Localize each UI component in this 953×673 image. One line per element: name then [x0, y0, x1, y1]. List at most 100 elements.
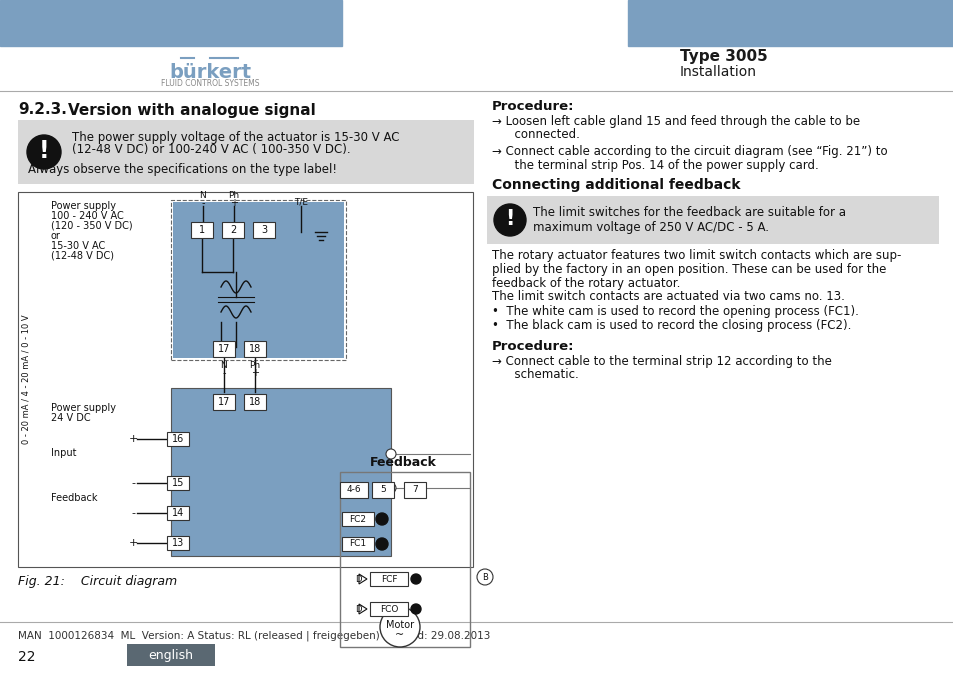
Text: Installation: Installation: [679, 65, 757, 79]
Circle shape: [411, 604, 420, 614]
Bar: [339, 472, 470, 647]
Text: 3: 3: [261, 225, 267, 235]
Bar: [341, 512, 374, 526]
Bar: [18, 120, 474, 184]
Text: or: or: [51, 231, 61, 241]
Text: FLUID CONTROL SYSTEMS: FLUID CONTROL SYSTEMS: [161, 79, 259, 89]
Text: feedback of the rotary actuator.: feedback of the rotary actuator.: [492, 277, 679, 289]
Text: 1: 1: [199, 225, 205, 235]
Text: Ph: Ph: [249, 361, 260, 371]
Bar: [167, 432, 189, 446]
Text: 18: 18: [249, 344, 261, 354]
Circle shape: [476, 569, 493, 585]
Text: Power supply: Power supply: [51, 201, 116, 211]
Text: 24 V DC: 24 V DC: [51, 413, 91, 423]
Bar: [244, 394, 266, 410]
Text: Motor: Motor: [386, 620, 414, 630]
Circle shape: [27, 135, 61, 169]
Text: FCF: FCF: [380, 575, 396, 583]
Bar: [191, 222, 213, 238]
Text: 17: 17: [217, 344, 230, 354]
Text: N: N: [220, 361, 227, 371]
Bar: [341, 537, 374, 551]
Text: D: D: [355, 604, 361, 614]
Text: 9.2.3.: 9.2.3.: [18, 102, 67, 118]
Text: 2: 2: [230, 225, 236, 235]
Circle shape: [375, 513, 388, 525]
Bar: [171, 200, 346, 360]
Text: Power supply: Power supply: [51, 403, 116, 413]
Text: D: D: [355, 575, 361, 583]
Text: (12-48 V DC): (12-48 V DC): [51, 251, 113, 261]
Circle shape: [386, 483, 395, 493]
Text: 15: 15: [172, 478, 184, 488]
Bar: [370, 602, 408, 616]
Text: FCO: FCO: [379, 604, 397, 614]
Text: 13: 13: [172, 538, 184, 548]
Bar: [253, 222, 274, 238]
Bar: [171, 388, 391, 556]
Text: N: N: [199, 192, 206, 201]
Text: 0 - 20 mA / 4 - 20 mA / 0 - 10 V: 0 - 20 mA / 4 - 20 mA / 0 - 10 V: [22, 315, 30, 444]
Bar: [167, 536, 189, 550]
Text: +: +: [230, 198, 237, 208]
Text: Input: Input: [51, 448, 76, 458]
Text: !: !: [39, 139, 50, 163]
Text: -: -: [131, 508, 135, 518]
Text: Fig. 21:    Circuit diagram: Fig. 21: Circuit diagram: [18, 575, 177, 588]
Text: 15-30 V AC: 15-30 V AC: [51, 241, 105, 251]
Text: Type 3005: Type 3005: [679, 48, 767, 63]
Text: The limit switch contacts are actuated via two cams no. 13.: The limit switch contacts are actuated v…: [492, 291, 844, 304]
Text: ~: ~: [395, 630, 404, 640]
Text: english: english: [149, 649, 193, 662]
Text: schematic.: schematic.: [492, 369, 578, 382]
Bar: [127, 644, 214, 666]
Text: bürkert: bürkert: [169, 63, 251, 81]
Text: -: -: [222, 368, 226, 378]
Text: 100 - 240 V AC: 100 - 240 V AC: [51, 211, 124, 221]
Text: (120 - 350 V DC): (120 - 350 V DC): [51, 221, 132, 231]
Bar: [486, 196, 938, 244]
Text: plied by the factory in an open position. These can be used for the: plied by the factory in an open position…: [492, 262, 885, 275]
Bar: [372, 482, 394, 498]
Text: B: B: [481, 573, 487, 581]
Text: 7: 7: [412, 485, 417, 495]
Text: Feedback: Feedback: [51, 493, 97, 503]
Bar: [244, 341, 266, 357]
Bar: [403, 482, 426, 498]
Text: Procedure:: Procedure:: [492, 100, 574, 114]
Text: → Connect cable to the terminal strip 12 according to the: → Connect cable to the terminal strip 12…: [492, 355, 831, 369]
Text: 17: 17: [217, 397, 230, 407]
Text: -: -: [131, 478, 135, 488]
Bar: [627, 0, 953, 46]
Text: FC1: FC1: [349, 540, 366, 548]
Text: Connecting additional feedback: Connecting additional feedback: [492, 178, 740, 192]
Text: !: !: [505, 209, 515, 229]
Circle shape: [375, 538, 388, 550]
Text: +: +: [251, 368, 258, 378]
Text: Version with analogue signal: Version with analogue signal: [68, 102, 315, 118]
Bar: [167, 506, 189, 520]
Text: -: -: [201, 198, 205, 208]
Circle shape: [494, 204, 525, 236]
Text: 18: 18: [249, 397, 261, 407]
Bar: [18, 192, 473, 567]
Text: Procedure:: Procedure:: [492, 341, 574, 353]
Text: •  The white cam is used to record the opening process (FC1).: • The white cam is used to record the op…: [492, 304, 858, 318]
Text: (12-48 V DC) or 100-240 V AC ( 100-350 V DC).: (12-48 V DC) or 100-240 V AC ( 100-350 V…: [71, 143, 351, 157]
Text: The rotary actuator features two limit switch contacts which are sup-: The rotary actuator features two limit s…: [492, 248, 901, 262]
Text: the terminal strip Pos. 14 of the power supply card.: the terminal strip Pos. 14 of the power …: [492, 159, 818, 172]
Bar: [339, 482, 368, 498]
Circle shape: [411, 574, 420, 584]
Text: maximum voltage of 250 V AC/DC - 5 A.: maximum voltage of 250 V AC/DC - 5 A.: [533, 221, 768, 234]
Text: +: +: [128, 538, 137, 548]
Bar: [0, 0, 341, 46]
Text: Feedback: Feedback: [369, 456, 436, 468]
Bar: [213, 341, 234, 357]
Text: Always observe the specifications on the type label!: Always observe the specifications on the…: [28, 162, 336, 176]
Text: MAN  1000126834  ML  Version: A Status: RL (released | freigegeben)  printed: 29: MAN 1000126834 ML Version: A Status: RL …: [18, 631, 490, 641]
Text: → Connect cable according to the circuit diagram (see “Fig. 21”) to: → Connect cable according to the circuit…: [492, 145, 886, 159]
Bar: [172, 202, 344, 358]
Text: FC2: FC2: [349, 514, 366, 524]
Text: +: +: [128, 434, 137, 444]
